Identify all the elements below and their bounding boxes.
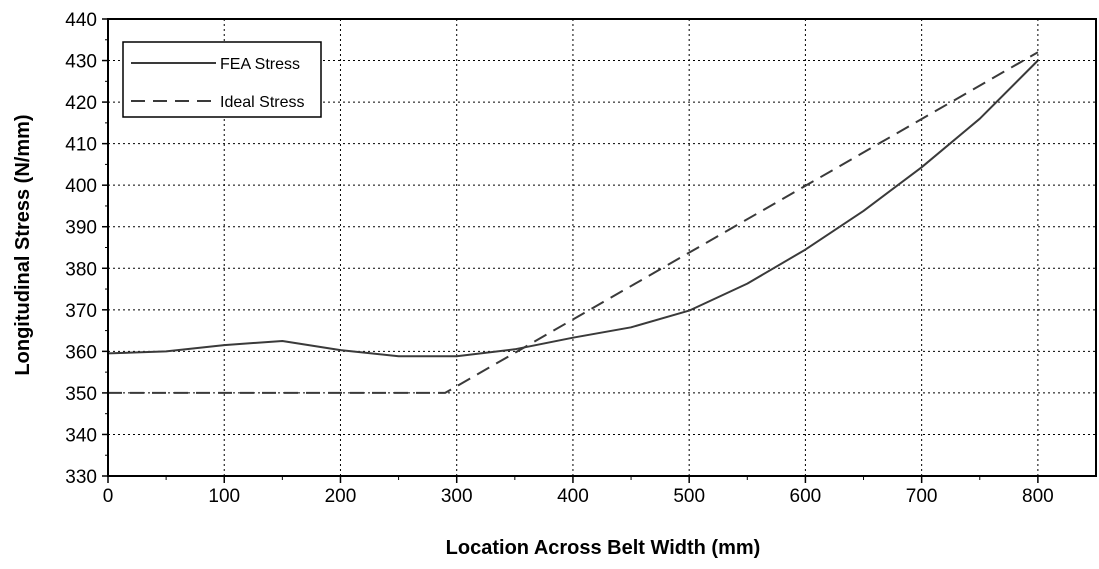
legend-fea-label: FEA Stress <box>220 56 300 73</box>
legend-ideal-label: Ideal Stress <box>220 94 304 111</box>
x-tick-label: 0 <box>103 486 114 507</box>
y-tick-label: 330 <box>65 467 97 488</box>
x-tick-labels: 0 100 200 300 400 500 600 700 800 <box>103 486 1054 507</box>
series-line-ideal-stress <box>108 51 1039 394</box>
y-tick-label: 380 <box>65 259 97 280</box>
x-tick-label: 100 <box>208 486 240 507</box>
x-tick-label: 700 <box>906 486 938 507</box>
grid-lines <box>108 19 1096 476</box>
x-tick-label: 800 <box>1022 486 1054 507</box>
y-tick-label: 410 <box>65 135 97 156</box>
legend-box <box>122 41 322 118</box>
y-tick-label: 340 <box>65 425 97 446</box>
x-tick-label: 500 <box>673 486 705 507</box>
y-tick-label: 350 <box>65 384 97 405</box>
legend: FEA Stress Ideal Stress <box>122 41 322 118</box>
y-tick-label: 440 <box>65 10 97 31</box>
y-tick-labels: 330 340 350 360 370 380 390 400 410 420 430 440 <box>65 10 97 488</box>
series-lines <box>107 51 1039 394</box>
y-tick-label: 430 <box>65 52 97 73</box>
x-tick-label: 300 <box>441 486 473 507</box>
y-axis-title: Longitudinal Stress (N/mm) <box>12 114 34 375</box>
series-line-fea-stress <box>107 59 1039 358</box>
axis-ticks <box>102 18 1039 483</box>
x-axis-title: Location Across Belt Width (mm) <box>446 537 761 559</box>
y-tick-label: 400 <box>65 176 97 197</box>
y-tick-label: 370 <box>65 301 97 322</box>
x-tick-label: 600 <box>790 486 822 507</box>
y-tick-label: 390 <box>65 218 97 239</box>
y-tick-label: 420 <box>65 93 97 114</box>
x-tick-label: 400 <box>557 486 589 507</box>
y-tick-label: 360 <box>65 342 97 363</box>
x-tick-label: 200 <box>325 486 357 507</box>
